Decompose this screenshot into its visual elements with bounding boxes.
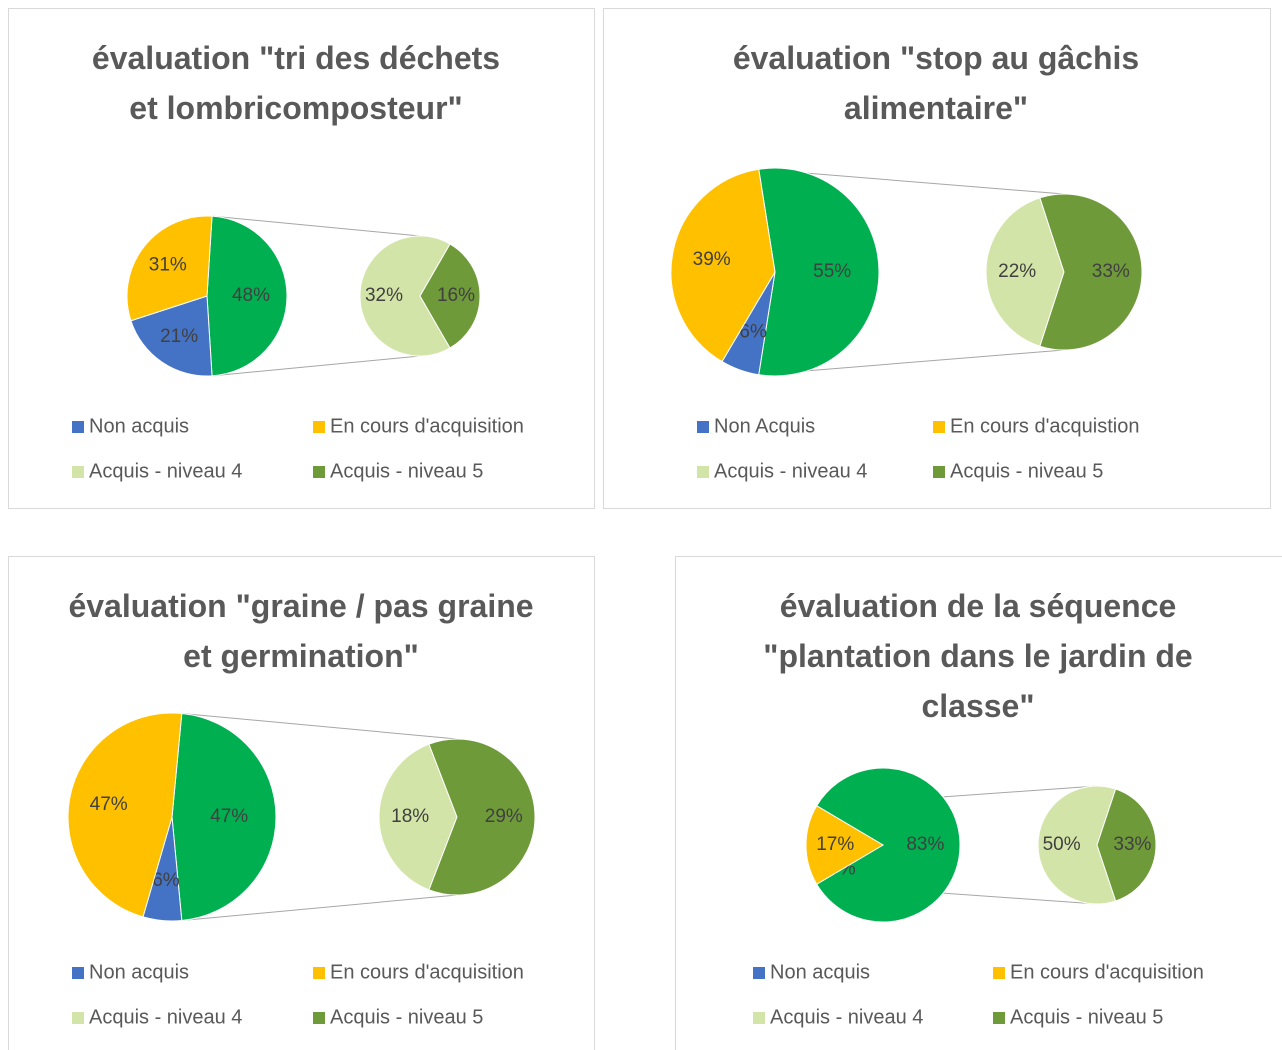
chart-title: évaluation "tri des déchets et lombricom…	[91, 40, 501, 126]
data-label: 18%	[391, 806, 429, 827]
data-label: 39%	[693, 249, 731, 270]
pie-slice	[1096, 788, 1157, 902]
chart-frame	[603, 8, 1271, 509]
data-label: 6%	[739, 322, 767, 343]
pie-slice	[1037, 785, 1117, 905]
chart-frame	[675, 556, 1282, 1050]
legend-label: Non Acquis	[714, 415, 815, 437]
connector-line	[181, 894, 458, 922]
pie-slice	[758, 167, 880, 377]
data-label: 16%	[437, 285, 475, 306]
legend-marker	[993, 1012, 1005, 1024]
pie-slice	[428, 738, 536, 896]
legend-marker	[313, 1012, 325, 1024]
connector-line	[211, 355, 421, 377]
data-label: 21%	[160, 326, 198, 347]
legend-marker	[313, 421, 325, 433]
legend-marker	[313, 967, 325, 979]
data-label: 33%	[1092, 261, 1130, 282]
data-label: 6%	[152, 870, 180, 891]
pie-slice	[126, 215, 213, 322]
legend-label: Acquis - niveau 4	[770, 1006, 923, 1028]
pie-slice	[805, 805, 884, 885]
legend-marker	[313, 466, 325, 478]
data-label: 47%	[90, 794, 128, 815]
legend-label: Acquis - niveau 4	[714, 460, 867, 482]
legend-label: Acquis - niveau 5	[330, 1006, 483, 1028]
data-label: 48%	[232, 285, 270, 306]
legend-label: Non acquis	[89, 961, 189, 983]
connector-line	[211, 215, 421, 237]
legend-label: Acquis - niveau 4	[89, 1006, 242, 1028]
pie-slice	[130, 295, 213, 377]
data-label: 17%	[816, 834, 854, 855]
legend-marker	[753, 1012, 765, 1024]
legend-label: Non acquis	[89, 415, 189, 437]
legend-marker	[753, 967, 765, 979]
legend-label: Non acquis	[770, 961, 870, 983]
connector-line	[181, 712, 458, 740]
legend-marker	[72, 466, 84, 478]
pie-slice	[670, 168, 776, 363]
legend-marker	[72, 967, 84, 979]
chart-title: évaluation "stop au gâchis alimentaire"	[732, 40, 1140, 126]
data-label: 33%	[1113, 834, 1151, 855]
legend-marker	[697, 466, 709, 478]
pie-slice	[206, 215, 288, 377]
pie-slice	[816, 767, 961, 923]
legend-marker	[933, 421, 945, 433]
legend-label: Acquis - niveau 5	[1010, 1006, 1163, 1028]
chart-frame	[8, 556, 595, 1050]
data-label: 29%	[485, 806, 523, 827]
chart-title: évaluation "graine / pas graine et germi…	[68, 588, 534, 674]
chart-frame	[8, 8, 595, 509]
data-label: 55%	[813, 261, 851, 282]
legend-label: En cours d'acquisition	[330, 961, 524, 983]
pie-slice	[419, 243, 481, 349]
pie-slice	[67, 712, 183, 918]
legend-label: En cours d'acquistion	[950, 415, 1139, 437]
data-label: 50%	[1043, 834, 1081, 855]
legend-label: En cours d'acquisition	[330, 415, 524, 437]
data-label: 31%	[149, 255, 187, 276]
legend-label: Acquis - niveau 5	[330, 460, 483, 482]
pie-slice	[378, 743, 458, 891]
data-label: 47%	[210, 806, 248, 827]
pie-slice	[359, 235, 451, 357]
legend-label: En cours d'acquisition	[1010, 961, 1204, 983]
legend-marker	[72, 1012, 84, 1024]
chart-title: évaluation de la séquence "plantation da…	[763, 588, 1193, 724]
data-label: 22%	[998, 261, 1036, 282]
legend-marker	[993, 967, 1005, 979]
legend-marker	[933, 466, 945, 478]
pie-slice	[1039, 193, 1143, 351]
pie-slice	[171, 712, 277, 922]
pie-slice	[985, 197, 1065, 347]
legend-marker	[697, 421, 709, 433]
legend-label: Acquis - niveau 4	[89, 460, 242, 482]
legend-label: Acquis - niveau 5	[950, 460, 1103, 482]
legend-marker	[72, 421, 84, 433]
data-label: 32%	[365, 285, 403, 306]
data-label: 83%	[906, 834, 944, 855]
